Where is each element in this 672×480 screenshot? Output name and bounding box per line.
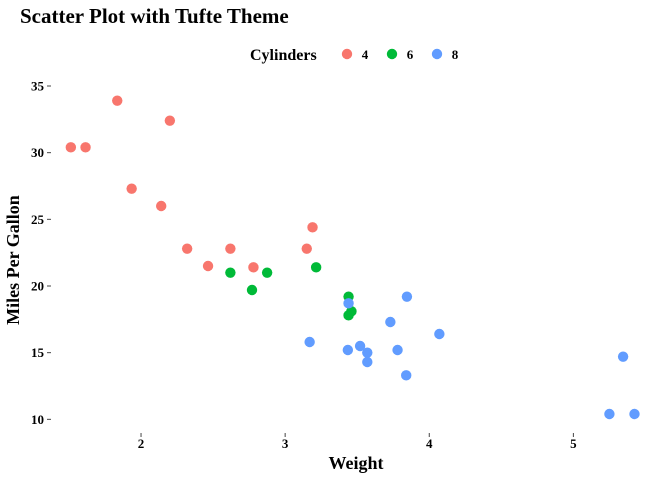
chart-title: Scatter Plot with Tufte Theme	[20, 4, 289, 28]
point-cyl4-11	[65, 142, 77, 153]
y-tick-label-25: 25	[31, 212, 45, 227]
legend-key-6	[386, 48, 398, 60]
point-cyl8-8	[617, 351, 629, 362]
point-cyl6-2	[261, 267, 273, 278]
point-cyl4-2	[181, 243, 193, 254]
point-cyl4-1	[225, 243, 236, 254]
legend-label-8: 8	[452, 47, 459, 62]
data-points	[65, 95, 640, 420]
point-cyl8-2	[362, 356, 373, 368]
y-tick-label-15: 15	[31, 345, 45, 360]
point-cyl4-8	[202, 260, 214, 272]
point-cyl6-7	[246, 284, 258, 296]
point-cyl4-10	[156, 200, 167, 212]
point-cyl8-3	[434, 328, 445, 340]
point-cyl8-10	[342, 344, 354, 356]
y-tick-label-10: 10	[31, 412, 44, 427]
x-axis-title: Weight	[328, 453, 383, 473]
y-tick-label-35: 35	[31, 79, 45, 94]
x-tick-label-4: 4	[426, 436, 433, 451]
x-axis: 2 3 4 5	[138, 433, 577, 451]
legend-label-6: 6	[407, 47, 414, 62]
legend-label-4: 4	[362, 47, 369, 62]
y-tick-label-20: 20	[31, 279, 44, 294]
point-cyl8-7	[629, 408, 640, 420]
point-cyl4-5	[164, 115, 176, 126]
x-tick-label-3: 3	[282, 436, 289, 451]
x-tick-label-2: 2	[138, 436, 145, 451]
point-cyl8-14	[362, 347, 373, 358]
y-tick-label-30: 30	[31, 145, 44, 160]
legend-key-4	[341, 48, 353, 60]
point-cyl8-9	[354, 340, 366, 352]
point-cyl4-9	[126, 183, 137, 194]
point-cyl4-3	[307, 222, 318, 233]
x-tick-label-5: 5	[570, 436, 577, 451]
point-cyl6-3	[310, 262, 322, 273]
point-cyl8-12	[401, 291, 413, 302]
point-cyl8-13	[304, 336, 315, 348]
legend-key-8	[431, 48, 443, 60]
y-axis: 10 15 20 25 30 35	[31, 79, 51, 427]
point-cyl6-6	[343, 310, 354, 321]
point-cyl4-12	[248, 262, 259, 273]
point-cyl6-1	[225, 267, 236, 278]
point-cyl8-4	[385, 316, 396, 328]
y-axis-title: Miles Per Gallon	[3, 195, 23, 325]
point-cyl4-7	[112, 95, 123, 106]
legend: Cylinders 4 6 8	[250, 47, 459, 64]
point-cyl8-11	[401, 370, 412, 381]
point-cyl4-6	[80, 142, 91, 153]
legend-title: Cylinders	[250, 47, 317, 64]
point-cyl8-6	[604, 408, 615, 420]
point-cyl4-4	[301, 243, 312, 254]
point-cyl8-5	[392, 344, 403, 356]
point-cyl8-1	[343, 298, 354, 309]
legend-items: 4 6 8	[341, 47, 459, 62]
